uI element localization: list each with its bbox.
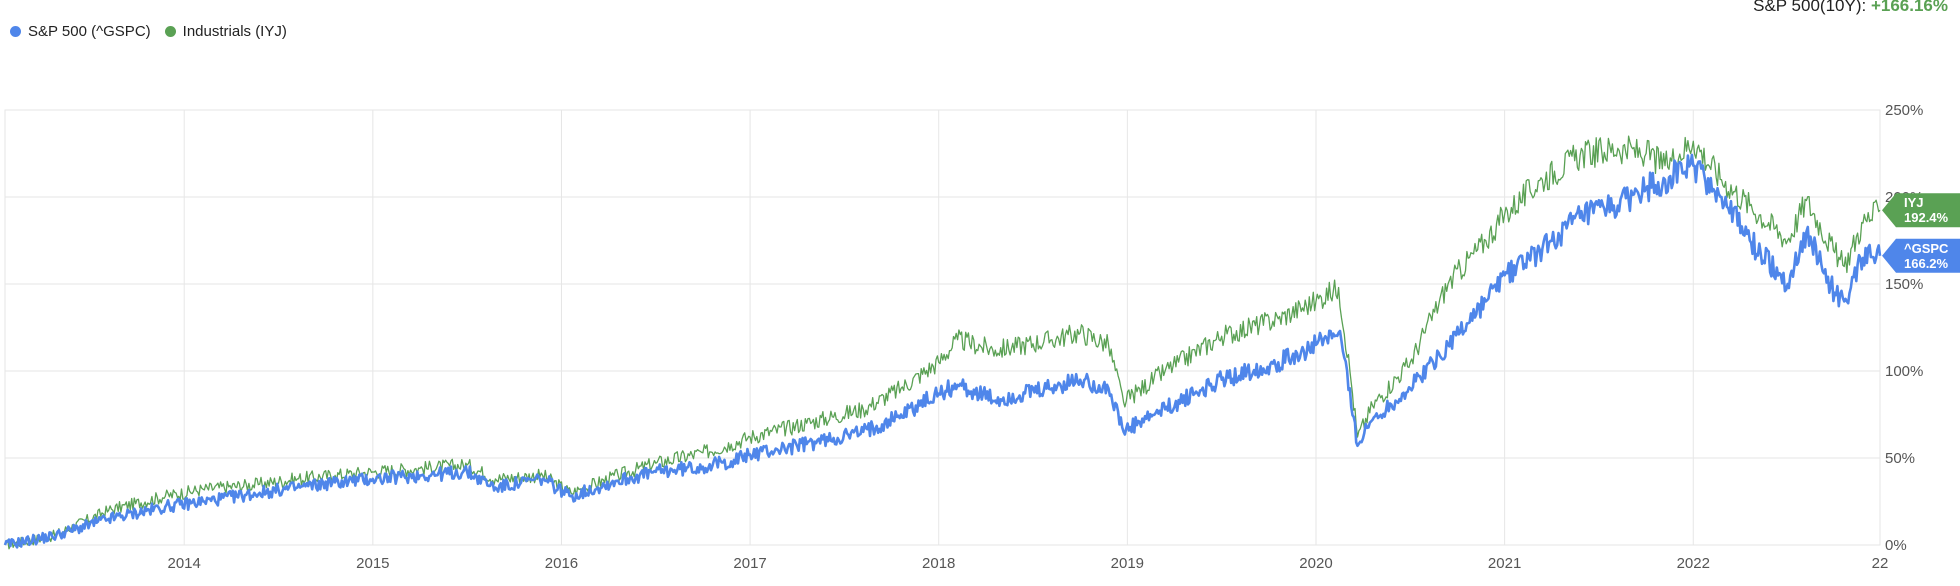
chart-lines	[3, 135, 1882, 550]
legend-label-industrials: Industrials (IYJ)	[182, 23, 287, 40]
headline-label: S&P 500(10Y):	[1753, 0, 1871, 15]
chart-grid	[4, 109, 1881, 546]
x-axis: 2014 2015 2016 2017 2018 2019 2020 2021 2022 22	[168, 555, 1889, 572]
y-tick-label: 50%	[1885, 450, 1915, 467]
x-tick-label: 2015	[356, 555, 389, 572]
x-tick-label: 2014	[168, 555, 201, 572]
y-tick-label: 0%	[1885, 537, 1907, 554]
legend-dot-sp500	[10, 26, 21, 37]
x-tick-label: 2020	[1299, 555, 1332, 572]
x-tick-label: 2017	[733, 555, 766, 572]
y-axis: 0%50%100%150%200%250%	[1885, 102, 1923, 554]
series-line-gspc	[3, 153, 1882, 549]
plot-border	[4, 109, 1881, 546]
end-flag-ticker: ^GSPC	[1904, 241, 1949, 256]
end-flag-value: 192.4%	[1904, 210, 1949, 225]
x-tick-label: 2021	[1488, 555, 1521, 572]
legend-item-industrials[interactable]: Industrials (IYJ)	[164, 23, 287, 40]
performance-headline: S&P 500(10Y): +166.16%	[1753, 0, 1948, 16]
headline-value: +166.16%	[1870, 0, 1948, 15]
chart-legend: S&P 500 (^GSPC) Industrials (IYJ)	[10, 23, 287, 40]
end-flag-value: 166.2%	[1904, 256, 1949, 271]
y-tick-label: 250%	[1885, 102, 1923, 119]
x-tick-label: 22	[1872, 555, 1889, 572]
legend-dot-industrials	[164, 26, 176, 37]
x-tick-label: 2022	[1677, 555, 1710, 572]
legend-label-sp500: S&P 500 (^GSPC)	[28, 23, 151, 40]
legend-item-sp500[interactable]: S&P 500 (^GSPC)	[10, 23, 151, 40]
end-flag-ticker: IYJ	[1904, 195, 1924, 210]
x-tick-label: 2018	[922, 555, 955, 572]
x-tick-label: 2016	[545, 555, 578, 572]
y-tick-label: 150%	[1885, 276, 1923, 293]
y-tick-label: 100%	[1885, 363, 1923, 380]
x-tick-label: 2019	[1111, 555, 1144, 572]
